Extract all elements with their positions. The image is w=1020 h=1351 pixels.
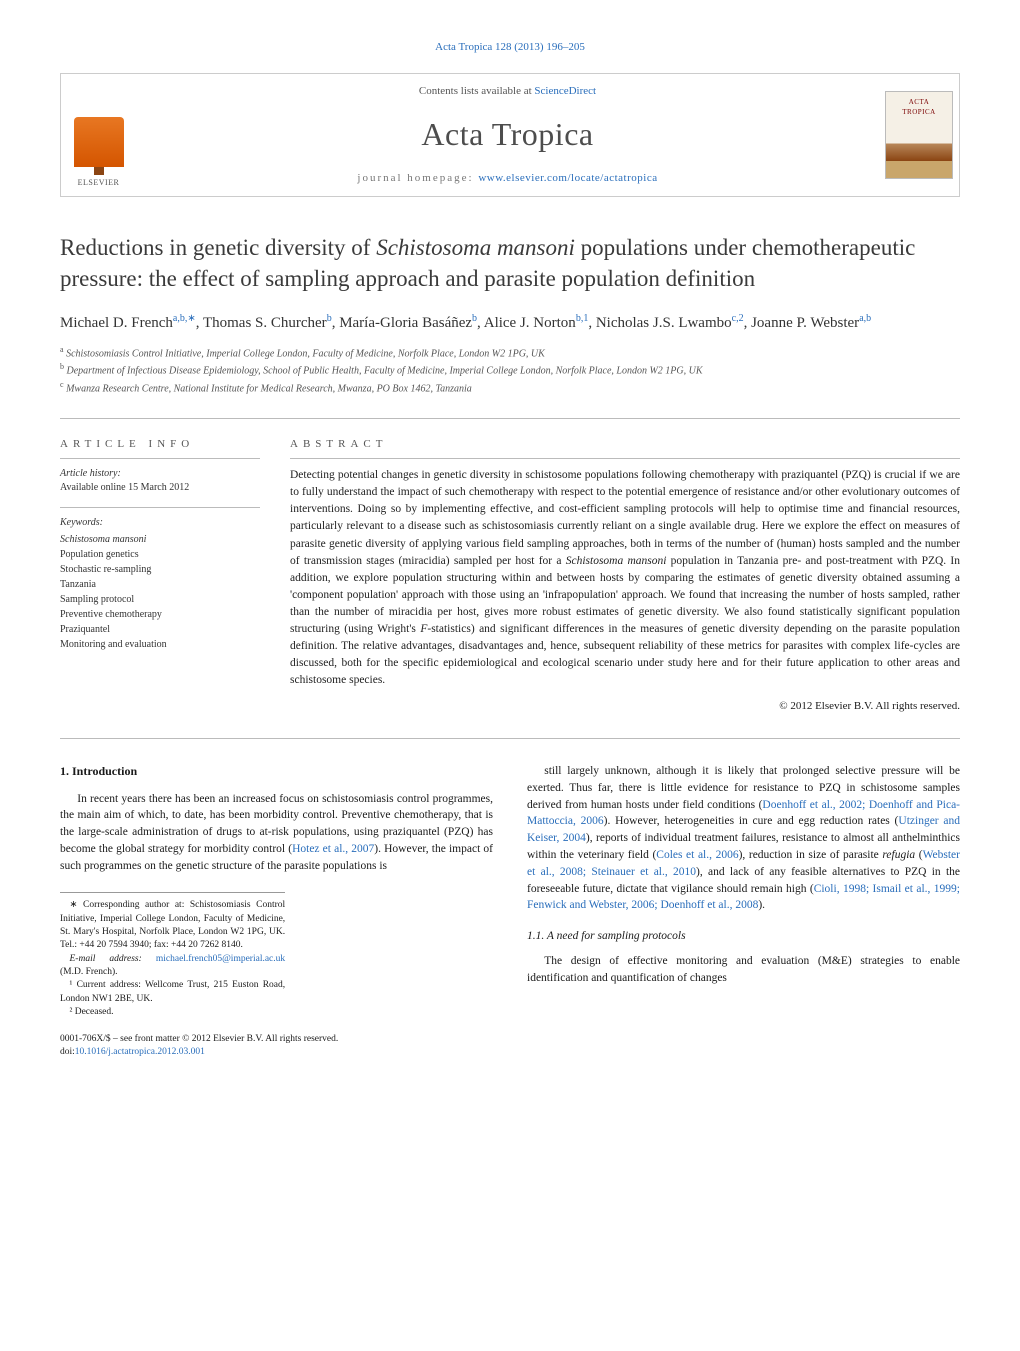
keyword: Monitoring and evaluation bbox=[60, 637, 260, 652]
sciencedirect-link[interactable]: ScienceDirect bbox=[534, 85, 596, 97]
keyword: Schistosoma mansoni bbox=[60, 532, 260, 547]
email-line: E-mail address: michael.french05@imperia… bbox=[60, 953, 285, 980]
abstract-column: abstract Detecting potential changes in … bbox=[290, 437, 960, 714]
author-affiliation-sup: a,b bbox=[859, 313, 871, 324]
affiliation-line: b Department of Infectious Disease Epide… bbox=[60, 361, 960, 378]
author-affiliation-sup: a,b,∗ bbox=[173, 313, 196, 324]
acta-tropica-cover-icon bbox=[885, 91, 953, 179]
section-1-1-paragraph: The design of effective monitoring and e… bbox=[527, 953, 960, 987]
doi-label: doi: bbox=[60, 1047, 75, 1057]
section-1-heading: 1. Introduction bbox=[60, 763, 493, 781]
bottom-metadata: 0001-706X/$ – see front matter © 2012 El… bbox=[60, 1033, 493, 1060]
top-citation: Acta Tropica 128 (2013) 196–205 bbox=[60, 40, 960, 55]
section-1-paragraph: In recent years there has been an increa… bbox=[60, 791, 493, 875]
affiliation-line: a Schistosomiasis Control Initiative, Im… bbox=[60, 344, 960, 361]
doi-link[interactable]: 10.1016/j.actatropica.2012.03.001 bbox=[75, 1047, 205, 1057]
abstract-text: Detecting potential changes in genetic d… bbox=[290, 467, 960, 688]
keyword: Praziquantel bbox=[60, 622, 260, 637]
divider bbox=[60, 418, 960, 419]
author: María-Gloria Basáñez bbox=[339, 315, 472, 331]
keywords-label: Keywords: bbox=[60, 516, 260, 530]
email-link[interactable]: michael.french05@imperial.ac.uk bbox=[156, 954, 285, 964]
body-column-left: 1. Introduction In recent years there ha… bbox=[60, 763, 493, 1060]
author: Joanne P. Webster bbox=[751, 315, 859, 331]
homepage-prefix: journal homepage: bbox=[357, 172, 478, 184]
author-affiliation-sup: b bbox=[472, 313, 477, 324]
publisher-logo: ELSEVIER bbox=[61, 74, 136, 196]
abstract-heading: abstract bbox=[290, 437, 960, 452]
front-matter-line: 0001-706X/$ – see front matter © 2012 El… bbox=[60, 1033, 493, 1046]
history-value: Available online 15 March 2012 bbox=[60, 481, 260, 495]
col2-paragraph: still largely unknown, although it is li… bbox=[527, 763, 960, 914]
keyword: Preventive chemotherapy bbox=[60, 607, 260, 622]
author-affiliation-sup: b bbox=[327, 313, 332, 324]
keyword: Tanzania bbox=[60, 577, 260, 592]
author-affiliation-sup: c,2 bbox=[732, 313, 744, 324]
author: Michael D. French bbox=[60, 315, 173, 331]
body-column-right: still largely unknown, although it is li… bbox=[527, 763, 960, 1060]
footnote-2: ² Deceased. bbox=[60, 1006, 285, 1019]
journal-homepage-line: journal homepage: www.elsevier.com/locat… bbox=[156, 171, 859, 186]
info-abstract-row: article info Article history: Available … bbox=[60, 437, 960, 714]
article-info-column: article info Article history: Available … bbox=[60, 437, 260, 714]
abstract-copyright: © 2012 Elsevier B.V. All rights reserved… bbox=[290, 699, 960, 714]
header-center: Contents lists available at ScienceDirec… bbox=[136, 74, 879, 196]
contents-prefix: Contents lists available at bbox=[419, 85, 534, 97]
section-1-1-heading: 1.1. A need for sampling protocols bbox=[527, 928, 960, 945]
info-divider bbox=[60, 458, 260, 459]
body-columns: 1. Introduction In recent years there ha… bbox=[60, 763, 960, 1060]
journal-header: ELSEVIER Contents lists available at Sci… bbox=[60, 73, 960, 197]
email-suffix: (M.D. French). bbox=[60, 967, 118, 977]
footnote-1: ¹ Current address: Wellcome Trust, 215 E… bbox=[60, 979, 285, 1006]
title-pre: Reductions in genetic diversity of bbox=[60, 235, 376, 260]
journal-page: Acta Tropica 128 (2013) 196–205 ELSEVIER… bbox=[0, 0, 1020, 1100]
history-label: Article history: bbox=[60, 467, 260, 481]
author: Thomas S. Churcher bbox=[203, 315, 327, 331]
divider bbox=[60, 738, 960, 739]
affiliation-line: c Mwanza Research Centre, National Insti… bbox=[60, 379, 960, 396]
keyword: Sampling protocol bbox=[60, 592, 260, 607]
article-title: Reductions in genetic diversity of Schis… bbox=[60, 232, 960, 294]
affiliations: a Schistosomiasis Control Initiative, Im… bbox=[60, 344, 960, 396]
keyword: Population genetics bbox=[60, 547, 260, 562]
email-label: E-mail address: bbox=[70, 954, 156, 964]
footnotes: ∗ Corresponding author at: Schistosomias… bbox=[60, 892, 285, 1019]
elsevier-tree-icon bbox=[74, 117, 124, 167]
author: Nicholas J.S. Lwambo bbox=[596, 315, 732, 331]
corresponding-author-note: ∗ Corresponding author at: Schistosomias… bbox=[60, 899, 285, 952]
keyword: Stochastic re-sampling bbox=[60, 562, 260, 577]
homepage-link[interactable]: www.elsevier.com/locate/actatropica bbox=[478, 172, 657, 184]
title-species: Schistosoma mansoni bbox=[376, 235, 575, 260]
publisher-label: ELSEVIER bbox=[78, 177, 120, 188]
info-divider bbox=[60, 507, 260, 508]
journal-cover bbox=[879, 74, 959, 196]
journal-name: Acta Tropica bbox=[156, 112, 859, 157]
citation-link[interactable]: Hotez et al., 2007 bbox=[292, 843, 374, 855]
doi-line: doi:10.1016/j.actatropica.2012.03.001 bbox=[60, 1046, 493, 1059]
article-info-heading: article info bbox=[60, 437, 260, 452]
abstract-divider bbox=[290, 458, 960, 459]
author: Alice J. Norton bbox=[484, 315, 576, 331]
contents-available-line: Contents lists available at ScienceDirec… bbox=[156, 84, 859, 99]
author-affiliation-sup: b,1 bbox=[576, 313, 589, 324]
keywords-list: Schistosoma mansoniPopulation geneticsSt… bbox=[60, 532, 260, 652]
author-list: Michael D. Frencha,b,∗, Thomas S. Church… bbox=[60, 312, 960, 334]
